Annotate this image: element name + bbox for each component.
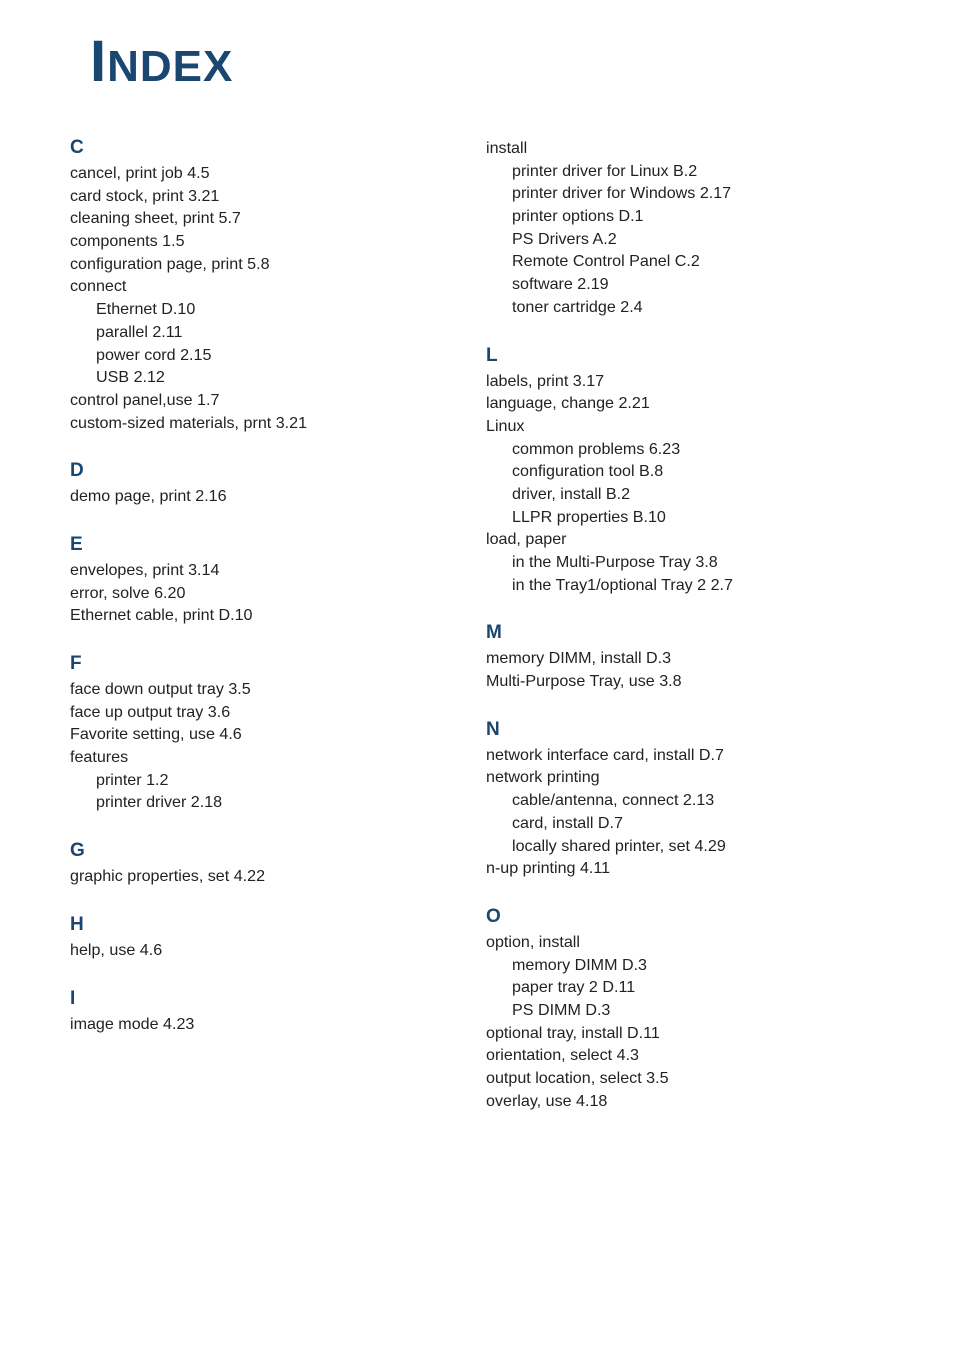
index-entry: error, solve 6.20	[70, 582, 468, 605]
index-entry: in the Multi-Purpose Tray 3.8	[486, 551, 884, 574]
index-entry: network interface card, install D.7	[486, 744, 884, 767]
index-section-letter: H	[70, 914, 468, 936]
index-entry: load, paper	[486, 528, 884, 551]
index-section-letter: F	[70, 653, 468, 675]
index-section-letter: I	[70, 988, 468, 1010]
index-entry: custom-sized materials, prnt 3.21	[70, 412, 468, 435]
index-section-letter: E	[70, 534, 468, 556]
index-entry: PS DIMM D.3	[486, 999, 884, 1022]
index-section-letter: L	[486, 345, 884, 367]
index-entry: in the Tray1/optional Tray 2 2.7	[486, 574, 884, 597]
index-entry: output location, select 3.5	[486, 1067, 884, 1090]
index-entry: memory DIMM, install D.3	[486, 647, 884, 670]
index-section-letter: G	[70, 840, 468, 862]
index-entry: Ethernet cable, print D.10	[70, 604, 468, 627]
index-section: Nnetwork interface card, install D.7netw…	[486, 719, 884, 880]
index-entry: Favorite setting, use 4.6	[70, 723, 468, 746]
index-section: Ddemo page, print 2.16	[70, 460, 468, 508]
index-entry: Multi-Purpose Tray, use 3.8	[486, 670, 884, 693]
index-entry: components 1.5	[70, 230, 468, 253]
index-entry: card stock, print 3.21	[70, 185, 468, 208]
index-section: installprinter driver for Linux B.2print…	[486, 137, 884, 319]
index-section: Ccancel, print job 4.5card stock, print …	[70, 137, 468, 434]
index-section-letter: D	[70, 460, 468, 482]
index-columns: Ccancel, print job 4.5card stock, print …	[70, 137, 884, 1138]
page-title: INDEX	[90, 28, 884, 95]
index-section: Llabels, print 3.17language, change 2.21…	[486, 345, 884, 597]
index-entry: parallel 2.11	[70, 321, 468, 344]
index-entry: control panel,use 1.7	[70, 389, 468, 412]
index-entry: help, use 4.6	[70, 939, 468, 962]
index-entry: printer driver for Windows 2.17	[486, 182, 884, 205]
index-entry: cable/antenna, connect 2.13	[486, 789, 884, 812]
index-entry: connect	[70, 275, 468, 298]
index-entry: printer driver 2.18	[70, 791, 468, 814]
index-left-column: Ccancel, print job 4.5card stock, print …	[70, 137, 468, 1138]
index-entry: power cord 2.15	[70, 344, 468, 367]
index-entry: n-up printing 4.11	[486, 857, 884, 880]
title-first-letter: I	[90, 29, 107, 94]
index-entry: software 2.19	[486, 273, 884, 296]
index-section: Eenvelopes, print 3.14error, solve 6.20E…	[70, 534, 468, 627]
index-section-letter: O	[486, 906, 884, 928]
index-entry: LLPR properties B.10	[486, 506, 884, 529]
index-right-column: installprinter driver for Linux B.2print…	[486, 137, 884, 1138]
index-entry: printer options D.1	[486, 205, 884, 228]
index-section-letter: N	[486, 719, 884, 741]
index-entry: image mode 4.23	[70, 1013, 468, 1036]
index-entry: toner cartridge 2.4	[486, 296, 884, 319]
index-entry: face up output tray 3.6	[70, 701, 468, 724]
index-entry: PS Drivers A.2	[486, 228, 884, 251]
index-entry: option, install	[486, 931, 884, 954]
index-entry: Ethernet D.10	[70, 298, 468, 321]
index-entry: common problems 6.23	[486, 438, 884, 461]
index-entry: optional tray, install D.11	[486, 1022, 884, 1045]
index-section: Fface down output tray 3.5face up output…	[70, 653, 468, 814]
index-entry: Remote Control Panel C.2	[486, 250, 884, 273]
index-section-letter: M	[486, 622, 884, 644]
index-entry: graphic properties, set 4.22	[70, 865, 468, 888]
title-rest: NDEX	[107, 42, 233, 91]
index-entry: cleaning sheet, print 5.7	[70, 207, 468, 230]
index-entry: network printing	[486, 766, 884, 789]
index-entry: labels, print 3.17	[486, 370, 884, 393]
index-entry: cancel, print job 4.5	[70, 162, 468, 185]
index-section: Mmemory DIMM, install D.3Multi-Purpose T…	[486, 622, 884, 692]
index-entry: envelopes, print 3.14	[70, 559, 468, 582]
index-entry: overlay, use 4.18	[486, 1090, 884, 1113]
index-entry: driver, install B.2	[486, 483, 884, 506]
index-entry: install	[486, 137, 884, 160]
index-entry: memory DIMM D.3	[486, 954, 884, 977]
index-entry: paper tray 2 D.11	[486, 976, 884, 999]
index-section-letter: C	[70, 137, 468, 159]
index-entry: printer driver for Linux B.2	[486, 160, 884, 183]
index-section: Ggraphic properties, set 4.22	[70, 840, 468, 888]
index-entry: USB 2.12	[70, 366, 468, 389]
index-entry: demo page, print 2.16	[70, 485, 468, 508]
index-entry: locally shared printer, set 4.29	[486, 835, 884, 858]
index-entry: language, change 2.21	[486, 392, 884, 415]
index-entry: printer 1.2	[70, 769, 468, 792]
index-section: Iimage mode 4.23	[70, 988, 468, 1036]
index-entry: orientation, select 4.3	[486, 1044, 884, 1067]
index-entry: card, install D.7	[486, 812, 884, 835]
index-section: Hhelp, use 4.6	[70, 914, 468, 962]
index-entry: configuration page, print 5.8	[70, 253, 468, 276]
index-entry: Linux	[486, 415, 884, 438]
index-entry: face down output tray 3.5	[70, 678, 468, 701]
index-entry: configuration tool B.8	[486, 460, 884, 483]
index-section: Ooption, installmemory DIMM D.3paper tra…	[486, 906, 884, 1113]
index-entry: features	[70, 746, 468, 769]
